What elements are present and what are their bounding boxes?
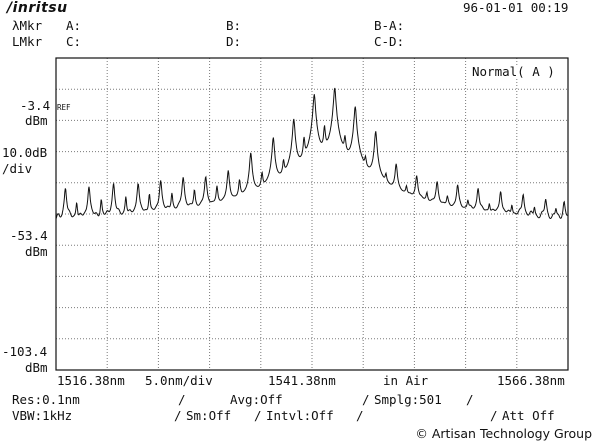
ref-level-value: -3.4 xyxy=(20,98,51,113)
marker-d[interactable]: D: xyxy=(226,34,242,49)
level-marker-label: LMkr xyxy=(12,34,43,49)
attenuator-setting[interactable]: Att Off xyxy=(502,408,555,423)
slash-separator: / xyxy=(356,408,364,423)
marker-a[interactable]: A: xyxy=(66,18,82,33)
marker-c-minus-d[interactable]: C-D: xyxy=(374,34,405,49)
graticule xyxy=(56,58,568,370)
marker-b-minus-a[interactable]: B-A: xyxy=(374,18,405,33)
stop-wavelength: 1566.38nm xyxy=(497,373,565,388)
slash-separator: / xyxy=(466,392,474,407)
ref-tag: REF xyxy=(57,103,71,112)
start-wavelength: 1516.38nm xyxy=(57,373,125,388)
center-wavelength: 1541.38nm xyxy=(268,373,336,388)
vbw-setting[interactable]: VBW:1kHz xyxy=(12,408,73,423)
slash-separator: / xyxy=(490,408,498,423)
plot-frame xyxy=(55,57,569,371)
marker-c[interactable]: C: xyxy=(66,34,82,49)
average-setting[interactable]: Avg:Off xyxy=(230,392,283,407)
sampling-setting[interactable]: Smplg:501 xyxy=(374,392,442,407)
scale-unit: /div xyxy=(2,161,33,176)
bottom-level-unit: dBm xyxy=(25,360,48,375)
bottom-level-value: -103.4 xyxy=(2,344,48,359)
interval-setting[interactable]: Intvl:Off xyxy=(266,408,334,423)
mid-level-value: -53.4 xyxy=(10,228,48,243)
trace-mode-label[interactable]: Normal( A ) xyxy=(472,64,555,79)
wavelength-marker-label: λMkr xyxy=(12,18,43,33)
smoothing-setting[interactable]: Sm:Off xyxy=(186,408,232,423)
mid-level-unit: dBm xyxy=(25,244,48,259)
brand-logo: /inritsu xyxy=(7,0,68,16)
resolution-setting[interactable]: Res:0.1nm xyxy=(12,392,80,407)
datetime-readout: 96-01-01 00:19 xyxy=(463,0,569,15)
ref-level-unit: dBm xyxy=(25,113,48,128)
scale-value: 10.0dB xyxy=(2,145,48,160)
spectrum-trace xyxy=(55,87,569,220)
slash-separator: / xyxy=(178,392,186,407)
slash-separator: / xyxy=(254,408,262,423)
span-per-div: 5.0nm/div xyxy=(145,373,213,388)
marker-b[interactable]: B: xyxy=(226,18,242,33)
medium-label: in Air xyxy=(383,373,429,388)
watermark-credit: © Artisan Technology Group xyxy=(415,426,592,441)
slash-separator: / xyxy=(362,392,370,407)
slash-separator: / xyxy=(174,408,182,423)
